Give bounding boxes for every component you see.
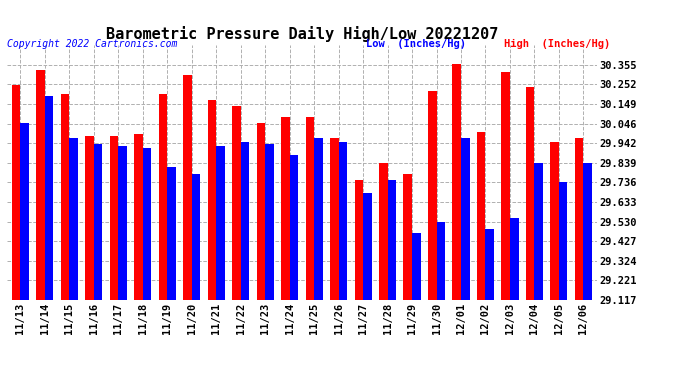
Bar — [306, 117, 314, 300]
Bar — [510, 218, 518, 300]
Bar — [502, 72, 510, 300]
Bar — [265, 144, 274, 300]
Bar — [583, 163, 592, 300]
Bar — [118, 146, 127, 300]
Title: Barometric Pressure Daily High/Low 20221207: Barometric Pressure Daily High/Low 20221… — [106, 27, 498, 42]
Bar — [575, 138, 583, 300]
Text: High  (Inches/Hg): High (Inches/Hg) — [504, 39, 610, 50]
Bar — [94, 144, 102, 300]
Bar — [330, 138, 339, 300]
Bar — [257, 123, 265, 300]
Bar — [208, 100, 216, 300]
Bar — [134, 134, 143, 300]
Bar — [363, 193, 372, 300]
Bar — [232, 106, 241, 300]
Bar — [21, 123, 29, 300]
Bar — [281, 117, 290, 300]
Bar — [216, 146, 225, 300]
Bar — [428, 91, 437, 300]
Bar — [412, 233, 421, 300]
Bar — [167, 166, 176, 300]
Bar — [192, 174, 200, 300]
Bar — [159, 94, 167, 300]
Bar — [110, 136, 118, 300]
Bar — [290, 155, 298, 300]
Bar — [241, 142, 249, 300]
Bar — [437, 222, 445, 300]
Bar — [355, 180, 363, 300]
Bar — [461, 138, 470, 300]
Bar — [404, 174, 412, 300]
Bar — [477, 132, 486, 300]
Bar — [69, 138, 78, 300]
Bar — [388, 180, 396, 300]
Bar — [61, 94, 69, 300]
Text: Copyright 2022 Cartronics.com: Copyright 2022 Cartronics.com — [7, 39, 177, 50]
Bar — [37, 70, 45, 300]
Bar — [339, 142, 347, 300]
Bar — [379, 163, 388, 300]
Bar — [86, 136, 94, 300]
Bar — [183, 75, 192, 300]
Bar — [526, 87, 535, 300]
Bar — [535, 163, 543, 300]
Bar — [314, 138, 323, 300]
Bar — [45, 96, 53, 300]
Text: Low  (Inches/Hg): Low (Inches/Hg) — [366, 39, 466, 50]
Bar — [486, 229, 494, 300]
Bar — [143, 147, 151, 300]
Bar — [12, 85, 21, 300]
Bar — [551, 142, 559, 300]
Bar — [559, 182, 567, 300]
Bar — [453, 64, 461, 300]
